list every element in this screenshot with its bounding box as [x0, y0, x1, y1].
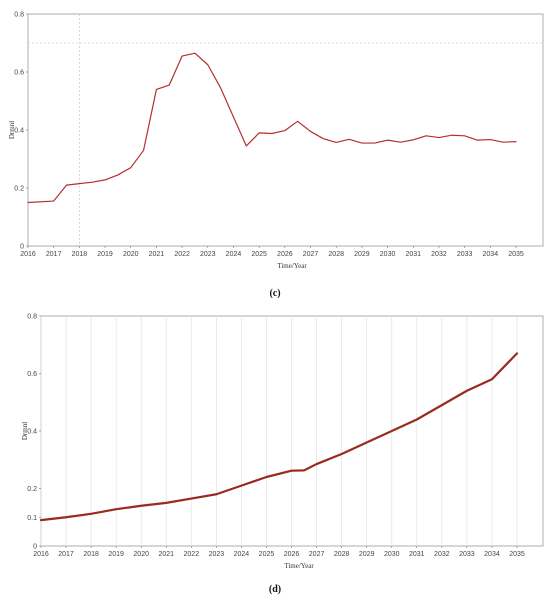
x-tick-label: 2016 — [20, 251, 36, 258]
x-tick-label: 2017 — [46, 251, 62, 258]
x-tick-label: 2028 — [328, 251, 344, 258]
x-tick-label: 2024 — [234, 551, 250, 558]
y-tick-label: 0 — [20, 244, 24, 251]
x-tick-label: 2031 — [405, 251, 421, 258]
series-line-0 — [27, 52, 517, 204]
y-tick-label: 0.4 — [14, 128, 24, 135]
x-tick-label: 2030 — [380, 251, 396, 258]
y-tick-label: 0.4 — [27, 429, 37, 436]
x-tick-label: 2026 — [284, 551, 300, 558]
y-tick-label: 0.2 — [14, 186, 24, 193]
x-axis-title: Time/Year — [277, 262, 307, 270]
x-axis-title: Time/Year — [284, 562, 314, 570]
x-tick-label: 2032 — [431, 251, 447, 258]
y-tick-label: 0.1 — [27, 515, 37, 522]
x-tick-label: 2022 — [174, 251, 190, 258]
y-tick-label: 0.8 — [27, 314, 37, 321]
x-tick-label: 2035 — [509, 551, 525, 558]
x-tick-label: 2028 — [334, 551, 350, 558]
x-tick-label: 2030 — [384, 551, 400, 558]
x-tick-label: 2027 — [309, 551, 325, 558]
panel-label: (d) — [269, 584, 281, 595]
x-tick-label: 2021 — [158, 551, 174, 558]
x-tick-label: 2021 — [149, 251, 165, 258]
chart-c: 0 0.2 0.4 0.6 0.8 2016 2017 2018 2019 2020 2021 202… — [8, 12, 544, 299]
x-tick-label: 2018 — [72, 251, 88, 258]
x-tick-label: 2034 — [484, 551, 500, 558]
x-tick-label: 2019 — [108, 551, 124, 558]
y-axis-title: Drmnl — [21, 422, 29, 440]
x-tick-label: 2035 — [508, 251, 524, 258]
x-tick-label: 2026 — [277, 251, 293, 258]
y-tick-label: 0 — [33, 544, 37, 551]
x-tick-label: 2018 — [83, 551, 99, 558]
x-tick-label: 2023 — [209, 551, 225, 558]
y-tick-label: 0.2 — [27, 486, 37, 493]
series-line-0 — [39, 352, 519, 522]
x-tick-label: 2033 — [459, 551, 475, 558]
chart-d: 0 0.1 0.2 0.4 0.6 0.8 2016 2017 2018 2019 2020 2021… — [21, 314, 544, 595]
x-tick-label: 2019 — [97, 251, 113, 258]
x-tick-label: 2024 — [226, 251, 242, 258]
y-axis-title: Drmnl — [8, 121, 16, 139]
y-tick-label: 0.6 — [27, 371, 37, 378]
x-tick-label: 2025 — [259, 551, 275, 558]
x-tick-label: 2023 — [200, 251, 216, 258]
x-tick-label: 2022 — [184, 551, 200, 558]
x-tick-label: 2020 — [133, 551, 149, 558]
x-tick-label: 2027 — [303, 251, 319, 258]
x-tick-label: 2031 — [409, 551, 425, 558]
x-tick-label: 2016 — [33, 551, 49, 558]
y-tick-label: 0.8 — [14, 12, 24, 19]
x-tick-label: 2032 — [434, 551, 450, 558]
panel-label: (c) — [269, 288, 280, 299]
x-tick-label: 2033 — [457, 251, 473, 258]
x-tick-label: 2029 — [359, 551, 375, 558]
x-tick-label: 2034 — [483, 251, 499, 258]
y-tick-label: 0.6 — [14, 70, 24, 77]
x-tick-label: 2029 — [354, 251, 370, 258]
x-tick-label: 2025 — [251, 251, 267, 258]
x-tick-label: 2020 — [123, 251, 139, 258]
x-tick-label: 2017 — [58, 551, 74, 558]
